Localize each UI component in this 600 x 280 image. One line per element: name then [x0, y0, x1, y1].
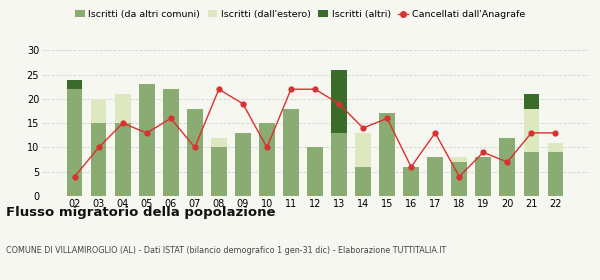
Bar [67, 89, 82, 196]
Bar [355, 167, 371, 196]
Bar [524, 94, 539, 109]
Bar [451, 162, 467, 196]
Bar [355, 133, 371, 167]
Bar [115, 94, 131, 123]
Bar [548, 143, 563, 152]
Bar [499, 138, 515, 196]
Bar [211, 138, 227, 148]
Bar [91, 99, 106, 123]
Bar [211, 148, 227, 196]
Bar [427, 157, 443, 196]
Bar [548, 152, 563, 196]
Bar [67, 80, 82, 89]
Text: Flusso migratorio della popolazione: Flusso migratorio della popolazione [6, 206, 275, 219]
Bar [475, 157, 491, 196]
Bar [451, 157, 467, 162]
Bar [524, 152, 539, 196]
Bar [403, 167, 419, 196]
Bar [163, 89, 179, 196]
Bar [331, 133, 347, 196]
Bar [524, 109, 539, 152]
Text: COMUNE DI VILLAMIROGLIO (AL) - Dati ISTAT (bilancio demografico 1 gen-31 dic) - : COMUNE DI VILLAMIROGLIO (AL) - Dati ISTA… [6, 246, 446, 255]
Bar [307, 148, 323, 196]
Legend: Iscritti (da altri comuni), Iscritti (dall'estero), Iscritti (altri), Cancellati: Iscritti (da altri comuni), Iscritti (da… [71, 6, 529, 23]
Bar [235, 133, 251, 196]
Bar [283, 109, 299, 196]
Bar [91, 123, 106, 196]
Bar [331, 70, 347, 133]
Bar [139, 84, 155, 196]
Bar [259, 123, 275, 196]
Bar [115, 123, 131, 196]
Bar [379, 113, 395, 196]
Bar [187, 109, 203, 196]
